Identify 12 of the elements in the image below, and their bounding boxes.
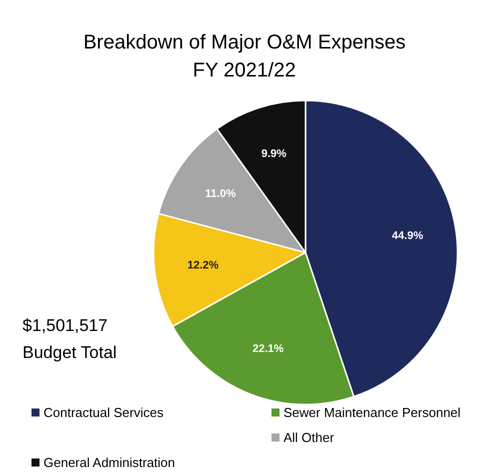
legend-label: Contractual Services [44, 405, 164, 420]
data-label: 11.0% [205, 188, 236, 200]
data-label: 12.2% [187, 259, 219, 272]
legend-label: Sewer Maintenance Personnel [284, 405, 461, 420]
chart-subtitle: FY 2021/22 [192, 60, 296, 82]
chart-title: Breakdown of Major O&M Expenses [83, 32, 406, 54]
text: $1,501,517 Budget Total [22, 316, 117, 362]
legend-label: All Other [284, 430, 335, 445]
data-label: 22.1% [252, 342, 284, 355]
data-label: 9.9% [261, 148, 287, 160]
legend-label: General Administration [44, 455, 176, 470]
data-label: 44.9% [392, 230, 424, 242]
